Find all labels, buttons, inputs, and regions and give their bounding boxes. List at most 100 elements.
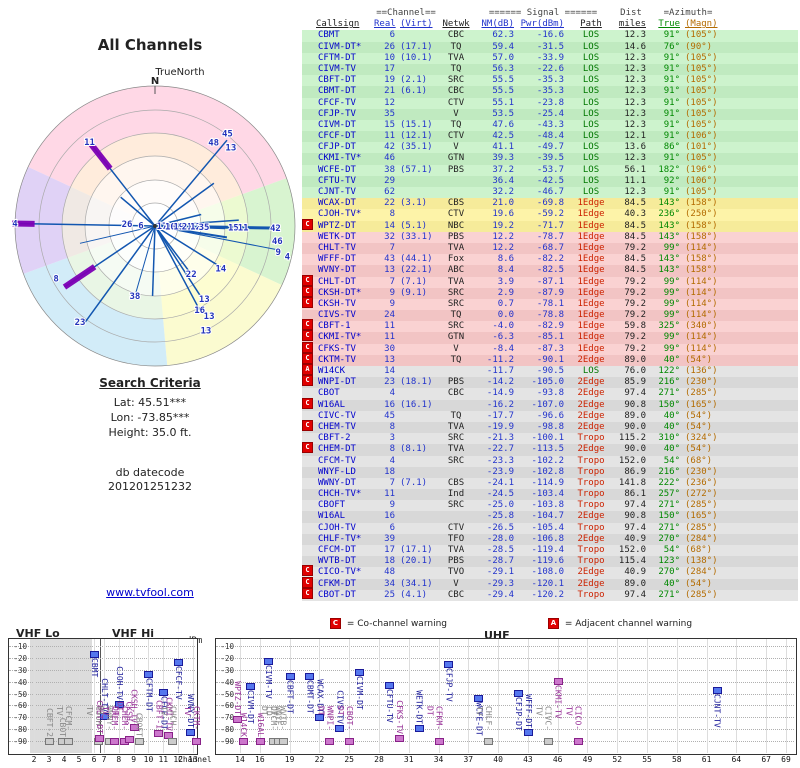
azimuth-magnetic: (230°) bbox=[685, 377, 718, 388]
callsign-link[interactable]: CKSH-TV bbox=[318, 298, 356, 309]
callsign-link[interactable]: WWNY-DT bbox=[318, 477, 356, 488]
callsign-link[interactable]: CFCF-DT bbox=[318, 131, 356, 142]
power-dbm: -33.9 bbox=[536, 52, 564, 63]
callsign-link[interactable]: CJNT-TV bbox=[318, 187, 356, 197]
azimuth-magnetic: (68°) bbox=[685, 455, 713, 466]
network: SRC bbox=[447, 321, 465, 332]
callsign-link[interactable]: CBOFT bbox=[318, 500, 346, 511]
callsign-link[interactable]: CFCM-DT bbox=[318, 545, 356, 555]
callsign-link[interactable]: CBFT-1 bbox=[318, 321, 351, 332]
warning-marker-cell: C bbox=[302, 576, 316, 590]
warning-marker-cell: C bbox=[302, 274, 316, 288]
callsign-link[interactable]: CIVM-DT* bbox=[318, 41, 362, 52]
callsign-link[interactable]: CFKM-DT bbox=[318, 578, 356, 589]
virtual-channel: (33.1) bbox=[400, 231, 433, 242]
spectrum-marker bbox=[414, 724, 424, 732]
table-row: C CHEM-TV 8 TVA -19.9 -98.8 2Edge 90.0 40° (54°) bbox=[302, 419, 798, 434]
spectrum-callsign-label: CBFT-2 bbox=[45, 708, 54, 737]
callsign-link[interactable]: CICO-TV* bbox=[318, 567, 362, 578]
callsign-link[interactable]: CBFT-2 bbox=[318, 433, 351, 444]
real-channel: 6 bbox=[389, 30, 395, 41]
callsign-link[interactable]: CIVC-TV bbox=[318, 410, 356, 421]
spectrum-callsign-label: WCFE-DT bbox=[474, 701, 484, 736]
signal-path: 2Edge bbox=[577, 399, 605, 410]
callsign-link[interactable]: CBOT-DT bbox=[318, 589, 356, 600]
callsign-link[interactable]: CIVS-TV bbox=[318, 310, 356, 321]
callsign-link[interactable]: CIVM-DT bbox=[318, 119, 356, 130]
callsign-link[interactable]: WVNY-DT bbox=[318, 265, 356, 276]
callsign-link[interactable]: CBFT-DT bbox=[318, 75, 356, 86]
callsign-link[interactable]: CFTM-DT bbox=[318, 52, 356, 63]
table-row: CHCH-TV* 11 Ind -24.5 -103.4 Tropo 86.1 257° (27… bbox=[302, 489, 798, 501]
callsign-link[interactable]: CFCF-TV bbox=[318, 97, 356, 108]
real-channel: 19 bbox=[384, 75, 395, 86]
callsign-link[interactable]: CBMT-DT bbox=[318, 86, 356, 97]
real-channel: 18 bbox=[384, 556, 395, 567]
table-row: C WNPI-DT 23 (18.1) PBS -14.2 -105.0 2Edge 85.9 2… bbox=[302, 375, 798, 389]
callsign-link[interactable]: WFFF-DT bbox=[318, 254, 356, 265]
callsign-link[interactable]: W16AL bbox=[318, 399, 346, 410]
callsign-link[interactable]: W16AL bbox=[318, 511, 346, 522]
azimuth-true: 91° bbox=[663, 119, 680, 130]
callsign-link[interactable]: W14CK bbox=[318, 366, 346, 376]
virtual-channel bbox=[398, 388, 438, 399]
callsign-link[interactable]: WPTZ-DT bbox=[318, 220, 356, 231]
callsign-link[interactable]: CKMI-TV* bbox=[318, 153, 362, 164]
virtual-channel: (6.1) bbox=[400, 86, 428, 97]
spectrum-callsign-label: CHLT-DT bbox=[95, 699, 104, 734]
callsign-link[interactable]: CHLT-DT bbox=[318, 276, 356, 287]
azimuth-true: 40° bbox=[663, 444, 680, 455]
azimuth-true: 92° bbox=[663, 175, 680, 186]
table-row: CFTM-DT 10 (10.1) TVA 57.0 -33.9 LOS 12.3 91° (10… bbox=[302, 52, 798, 64]
spectrum-marker bbox=[100, 712, 109, 720]
channel-tick-label: 11 bbox=[158, 755, 169, 764]
callsign-link[interactable]: CHCH-TV* bbox=[318, 489, 362, 500]
callsign-link[interactable]: CFCM-TV bbox=[318, 455, 356, 466]
signal-path: LOS bbox=[582, 30, 600, 41]
signal-table-body: CBMT 6 CBC 62.3 -16.6 LOS 12.3 91° (105°) CIVM-DT… bbox=[302, 30, 798, 601]
spectrum-marker bbox=[434, 738, 444, 745]
callsign-link[interactable]: CFTU-TV bbox=[318, 175, 356, 186]
callsign-link[interactable]: CFJP-DT bbox=[318, 142, 356, 153]
callsign-link[interactable]: CKMI-TV* bbox=[318, 332, 362, 343]
network: TVA bbox=[447, 444, 465, 455]
callsign-link[interactable]: CJOH-TV* bbox=[318, 209, 362, 220]
callsign-link[interactable]: CHLF-TV* bbox=[318, 533, 362, 544]
callsign-link[interactable]: CKSH-DT* bbox=[318, 287, 362, 298]
virtual-channel bbox=[398, 489, 438, 500]
callsign-link[interactable]: CBMT bbox=[318, 30, 340, 41]
table-row: CJNT-TV 62 32.2 -46.7 LOS 12.3 91° (105°) bbox=[302, 187, 798, 199]
signal-path: 2Edge bbox=[577, 511, 605, 522]
callsign-link[interactable]: CIVM-TV bbox=[318, 63, 356, 74]
power-header: Pwr(dBm) bbox=[520, 19, 564, 30]
callsign-link[interactable]: WETK-DT bbox=[318, 231, 356, 242]
callsign-link[interactable]: WNPI-DT bbox=[318, 377, 356, 388]
signal-path: Tropo bbox=[577, 477, 605, 488]
spectrum-marker bbox=[474, 694, 484, 702]
real-channel: 48 bbox=[384, 567, 395, 578]
callsign-link[interactable]: CFJP-TV bbox=[318, 108, 356, 119]
real-channel: 11 bbox=[384, 332, 395, 343]
callsign-link[interactable]: CHEM-DT bbox=[318, 444, 356, 455]
noise-margin: -17.7 bbox=[486, 410, 514, 421]
callsign-link[interactable]: WNYF-LD bbox=[318, 466, 356, 477]
dbm-tick-label: -40 bbox=[13, 677, 27, 687]
callsign-link[interactable]: WCAX-DT bbox=[318, 198, 356, 209]
callsign-link[interactable]: CHEM-TV bbox=[318, 421, 356, 432]
tvfool-link[interactable]: www.tvfool.com bbox=[106, 586, 194, 599]
callsign-link[interactable]: CBOT bbox=[318, 388, 340, 399]
callsign-link[interactable]: CHLT-TV bbox=[318, 242, 356, 253]
virtual-channel: (57.1) bbox=[400, 164, 433, 175]
callsign-link[interactable]: WCFE-DT bbox=[318, 164, 356, 175]
callsign-link[interactable]: CKTM-TV bbox=[318, 354, 356, 365]
table-row: CFCM-DT 17 (17.1) TVA -28.5 -119.4 Tropo 152.0 5… bbox=[302, 545, 798, 557]
distance-miles: 86.1 bbox=[624, 489, 646, 500]
callsign-link[interactable]: CFKS-TV bbox=[318, 343, 356, 354]
noise-margin: 37.2 bbox=[492, 164, 514, 175]
warning-marker-cell bbox=[302, 30, 316, 41]
signal-path: 2Edge bbox=[577, 578, 605, 589]
callsign-link[interactable]: WVTB-DT bbox=[318, 556, 356, 567]
callsign-link[interactable]: CJOH-TV bbox=[318, 522, 356, 533]
db-datecode-value: 201201251232 bbox=[108, 480, 192, 493]
azimuth-magnetic: (340°) bbox=[685, 321, 718, 332]
